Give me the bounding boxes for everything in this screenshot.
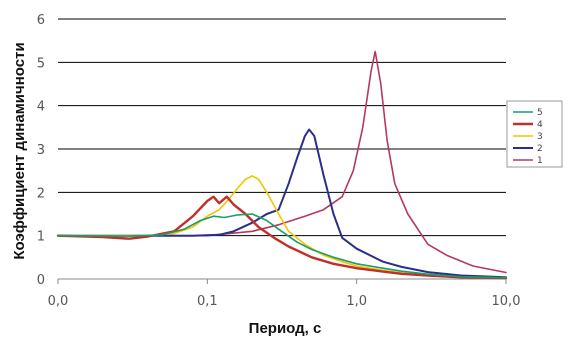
x-tick-label: 10,0 (492, 294, 521, 309)
legend-box (506, 100, 563, 168)
legend-label: 2 (537, 144, 543, 154)
y-tick-label: 5 (37, 56, 45, 71)
x-tick-label: 0,0 (48, 294, 69, 309)
series-line-2 (57, 128, 507, 279)
x-tick-labels: 0,0 0,1 1,0 10,0 (48, 279, 521, 309)
series-line-4 (56, 195, 508, 280)
legend-label: 4 (537, 120, 543, 130)
y-tick-labels: 0 1 2 3 4 5 6 (37, 13, 45, 288)
y-tick-label: 0 (37, 273, 45, 288)
y-tick-label: 2 (37, 186, 45, 201)
legend-label: 1 (537, 156, 543, 166)
legend-label: 3 (537, 132, 543, 142)
legend: 5 4 3 2 1 (506, 100, 563, 168)
x-tick-label: 1,0 (346, 294, 367, 309)
y-tick-label: 4 (37, 100, 45, 115)
x-tick-label: 0,1 (197, 294, 218, 309)
y-tick-label: 3 (37, 143, 45, 158)
y-tick-label: 6 (37, 13, 45, 28)
y-axis-title: Коэффициент динамичности (11, 42, 28, 259)
series-line-3 (57, 175, 507, 279)
series-line-1 (57, 50, 507, 274)
x-axis-title: Период, с (249, 320, 322, 337)
grid-lines (58, 18, 506, 237)
y-tick-label: 1 (37, 230, 45, 245)
series-line-5 (57, 213, 507, 279)
legend-label: 5 (537, 108, 543, 118)
series-lines (56, 50, 508, 280)
